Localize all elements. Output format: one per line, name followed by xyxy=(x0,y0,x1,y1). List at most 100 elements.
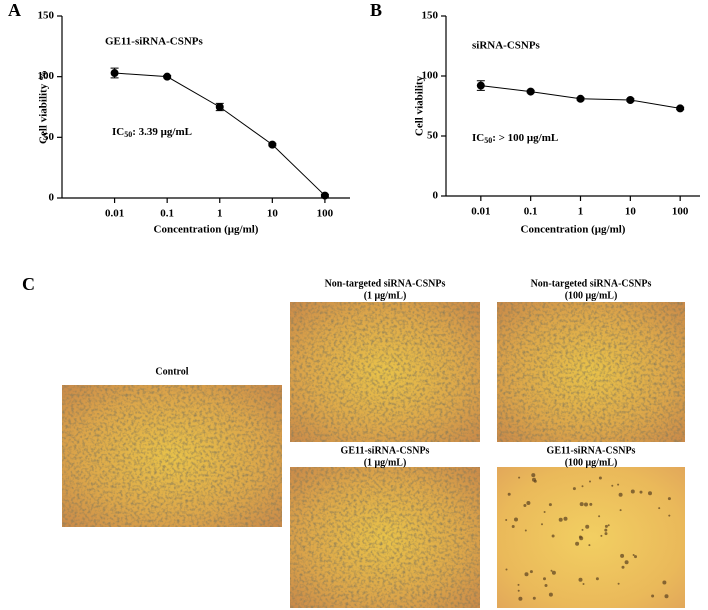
debris xyxy=(589,480,591,483)
y-axis-title: Cell viability % xyxy=(38,70,50,144)
debris xyxy=(511,525,515,528)
debris xyxy=(630,489,635,494)
debris xyxy=(532,477,536,482)
debris xyxy=(662,580,667,585)
annotation: GE11-siRNA-CSNPs xyxy=(105,36,204,48)
debris xyxy=(543,577,546,581)
image-title: Control xyxy=(155,366,188,377)
debris xyxy=(600,534,603,537)
debris xyxy=(505,568,508,571)
y-tick-label: 150 xyxy=(38,10,55,22)
debris xyxy=(604,528,608,532)
y-tick-label: 150 xyxy=(422,10,439,22)
micrograph xyxy=(497,467,685,608)
debris xyxy=(544,584,548,587)
y-axis-title: Cell viability xyxy=(414,75,426,136)
debris xyxy=(505,519,508,521)
ic50-annotation: IC50: 3.39 μg/mL xyxy=(112,126,192,139)
debris xyxy=(581,528,584,531)
debris xyxy=(523,504,527,507)
debris xyxy=(624,560,629,565)
debris xyxy=(648,491,652,496)
image-subtitle: (100 μg/mL) xyxy=(565,457,618,468)
annotation: siRNA-CSNPs xyxy=(472,40,541,52)
debris xyxy=(550,569,553,572)
debris xyxy=(634,555,637,559)
x-tick-label: 0.01 xyxy=(105,208,124,220)
x-axis-title: Concentration (μg/ml) xyxy=(521,224,626,236)
image-subtitle: (100 μg/mL) xyxy=(565,290,618,301)
debris xyxy=(507,492,511,496)
debris xyxy=(514,517,518,522)
image-subtitle: (1 μg/mL) xyxy=(364,457,407,468)
debris xyxy=(578,535,582,539)
x-tick-label: 1 xyxy=(217,208,223,220)
cell-texture xyxy=(290,467,480,608)
debris xyxy=(668,514,671,517)
debris xyxy=(563,516,568,521)
debris xyxy=(588,544,591,547)
debris xyxy=(595,577,599,581)
debris xyxy=(651,594,655,598)
x-axis-title: Concentration (μg/ml) xyxy=(154,224,259,236)
debris xyxy=(572,487,576,491)
x-tick-label: 100 xyxy=(317,208,334,220)
x-tick-label: 0.1 xyxy=(160,208,174,220)
debris xyxy=(541,523,543,526)
debris xyxy=(607,524,610,527)
debris xyxy=(617,483,620,486)
debris xyxy=(584,502,588,507)
x-tick-label: 10 xyxy=(267,208,279,220)
data-point xyxy=(476,81,485,90)
data-point xyxy=(576,94,585,103)
debris xyxy=(524,529,527,532)
data-point xyxy=(626,96,635,104)
debris xyxy=(598,515,601,518)
panel-label: A xyxy=(8,0,21,20)
x-tick-label: 0.01 xyxy=(471,206,490,218)
debris xyxy=(518,476,521,479)
data-point xyxy=(215,103,224,111)
panel-label: B xyxy=(370,0,382,20)
x-tick-label: 1 xyxy=(578,206,584,218)
debris xyxy=(579,502,584,507)
debris xyxy=(604,532,608,536)
y-tick-label: 50 xyxy=(427,130,439,142)
image-subtitle: (1 μg/mL) xyxy=(364,290,407,301)
debris xyxy=(518,596,523,601)
image-title: GE11-siRNA-CSNPs xyxy=(547,445,636,456)
data-point xyxy=(320,191,329,200)
debris xyxy=(551,534,555,538)
ic50-prefix: IC xyxy=(472,132,484,144)
debris xyxy=(529,570,533,574)
debris xyxy=(548,592,553,597)
debris xyxy=(551,570,556,575)
debris xyxy=(575,541,580,546)
x-tick-label: 10 xyxy=(625,206,637,218)
image-title: GE11-siRNA-CSNPs xyxy=(341,445,430,456)
debris xyxy=(581,485,584,488)
x-tick-label: 100 xyxy=(672,206,689,218)
debris xyxy=(618,492,623,497)
debris xyxy=(619,509,622,512)
debris xyxy=(632,554,635,556)
debris xyxy=(664,594,669,599)
ic50-subscript: 50 xyxy=(484,136,492,145)
ic50-subscript: 50 xyxy=(124,130,132,139)
debris xyxy=(620,553,625,558)
debris xyxy=(558,517,563,522)
debris xyxy=(517,583,520,586)
debris xyxy=(585,524,590,529)
x-tick-label: 0.1 xyxy=(524,206,538,218)
y-tick-label: 50 xyxy=(43,131,55,143)
ic50-text: : 3.39 μg/mL xyxy=(132,126,192,138)
panel-label: C xyxy=(22,274,35,294)
debris xyxy=(582,583,585,585)
ic50-text: : > 100 μg/mL xyxy=(492,132,558,144)
debris xyxy=(517,589,520,592)
data-point xyxy=(676,104,685,113)
image-title: Non-targeted siRNA-CSNPs xyxy=(325,278,446,289)
ic50-annotation: IC50: > 100 μg/mL xyxy=(472,132,558,145)
debris xyxy=(604,524,608,528)
